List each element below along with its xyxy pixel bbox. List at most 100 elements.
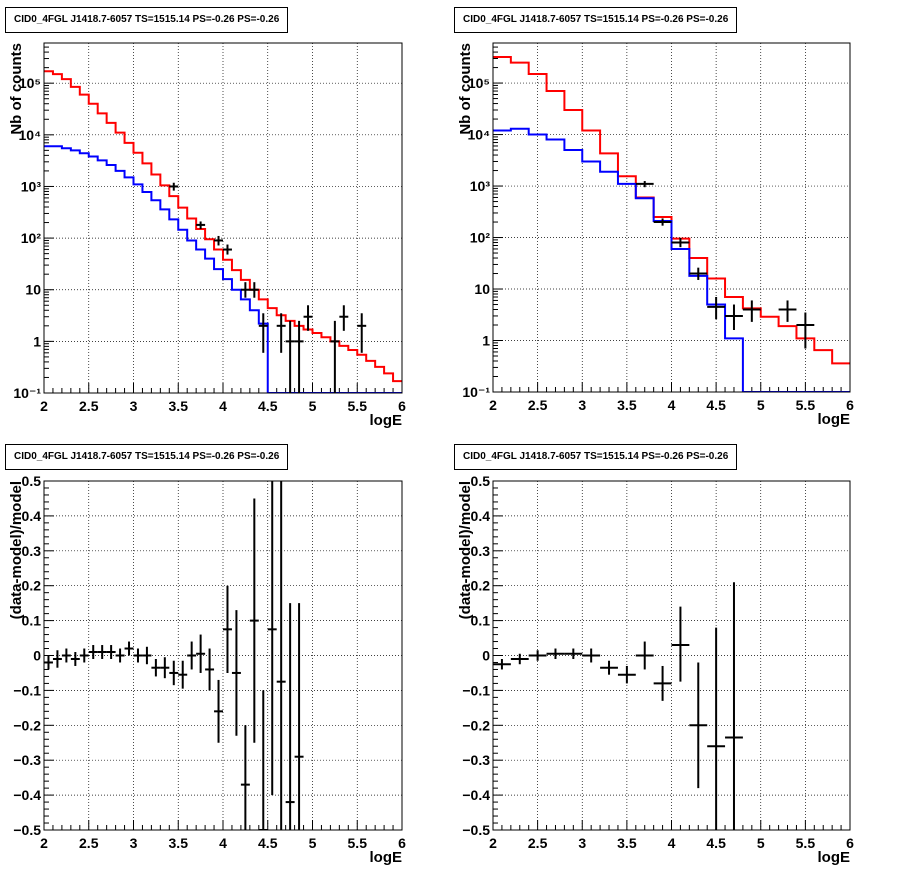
y-axis-title: (data-model)/model xyxy=(8,481,25,619)
x-axis-title: logE xyxy=(370,849,403,866)
y-tick-label: 0.5 xyxy=(471,473,491,489)
data-point xyxy=(169,182,179,191)
series-group xyxy=(493,56,850,392)
data-point xyxy=(671,237,690,248)
x-tick-label: 3.5 xyxy=(169,835,189,851)
y-tick-label: 10⁻¹ xyxy=(462,384,490,400)
chart-title: CID0_4FGL J1418.7-6057 TS=1515.14 PS=-0.… xyxy=(5,7,289,33)
chart-title: CID0_4FGL J1418.7-6057 TS=1515.14 PS=-0.… xyxy=(454,7,738,33)
y-tick-label: 10⁴ xyxy=(468,127,491,143)
plot-frame xyxy=(492,42,851,393)
x-tick-label: 3 xyxy=(130,398,138,414)
data-point xyxy=(142,646,152,665)
x-tick-label: 4.5 xyxy=(258,835,278,851)
y-tick-label: 0.2 xyxy=(471,578,491,594)
data-point xyxy=(707,296,726,320)
points-group xyxy=(493,582,743,830)
data-point xyxy=(52,650,62,668)
y-tick-label: 0.3 xyxy=(471,543,491,559)
chart-title: CID0_4FGL J1418.7-6057 TS=1515.14 PS=-0.… xyxy=(5,444,289,470)
data-point xyxy=(187,641,197,670)
data-point xyxy=(70,652,80,666)
data-point xyxy=(742,300,761,322)
x-tick-label: 3.5 xyxy=(617,835,637,851)
data-point xyxy=(276,313,286,353)
y-tick-label: −0.1 xyxy=(462,682,490,698)
x-tick-label: 3.5 xyxy=(169,398,189,414)
chart-title: CID0_4FGL J1418.7-6057 TS=1515.14 PS=-0.… xyxy=(454,444,738,470)
data-point xyxy=(339,305,349,331)
x-tick-label: 5.5 xyxy=(796,835,816,851)
data-point xyxy=(169,660,179,686)
x-tick-label: 2.5 xyxy=(528,835,548,851)
data-point xyxy=(106,645,116,659)
y-tick-label: 10³ xyxy=(21,178,42,194)
data-point xyxy=(653,218,672,226)
x-tick-label: 4.5 xyxy=(706,397,726,413)
data-point xyxy=(249,498,259,743)
y-tick-label: −0.3 xyxy=(13,752,41,768)
data-point xyxy=(582,648,601,663)
y-tick-label: 0.1 xyxy=(471,613,491,629)
x-tick-label: 2 xyxy=(40,398,48,414)
model-series-0 xyxy=(44,70,402,383)
y-tick-label: 0.5 xyxy=(22,473,42,489)
data-point xyxy=(115,648,125,663)
data-point xyxy=(160,657,170,679)
x-tick-label: 5.5 xyxy=(348,835,368,851)
x-tick-label: 2 xyxy=(489,397,497,413)
data-point xyxy=(635,181,654,188)
model-series-1 xyxy=(44,145,402,393)
data-point xyxy=(258,690,268,830)
x-tick-label: 5 xyxy=(309,398,317,414)
data-point xyxy=(493,658,511,670)
y-tick-label: 1 xyxy=(33,333,41,349)
y-tick-label: 10⁻¹ xyxy=(13,385,41,401)
data-point xyxy=(276,481,286,830)
chart-svg: 2 2.5 3 3.5 4 4.5 5 5.5 6 10⁻¹ 1 10 10² 10³ 10⁴ 10⁵ logE… xyxy=(457,42,854,428)
data-point xyxy=(778,300,797,322)
x-axis-title: logE xyxy=(818,849,851,866)
x-tick-label: 2.5 xyxy=(79,835,99,851)
data-point xyxy=(294,603,304,830)
chart-svg: 2 2.5 3 3.5 4 4.5 5 5.5 6 −0.5 −0.4 −0.3 −0.2 −0.1 0 0.… xyxy=(457,473,854,866)
data-point xyxy=(214,235,223,246)
y-tick-label: 0.4 xyxy=(471,508,491,524)
data-point xyxy=(133,648,143,663)
data-point xyxy=(240,725,250,830)
data-point xyxy=(796,312,815,349)
points-group xyxy=(169,182,367,393)
data-point xyxy=(635,641,654,670)
x-tick-label: 3 xyxy=(578,835,586,851)
x-tick-label: 2.5 xyxy=(79,398,99,414)
data-point xyxy=(689,662,708,789)
y-tick-label: −0.4 xyxy=(462,787,490,803)
data-point xyxy=(214,679,223,743)
data-point xyxy=(285,320,295,393)
y-tick-label: 0.3 xyxy=(22,543,42,559)
data-point xyxy=(151,658,161,677)
data-point xyxy=(196,634,206,673)
x-tick-label: 2 xyxy=(40,835,48,851)
x-tick-label: 4 xyxy=(219,398,227,414)
data-point xyxy=(223,585,232,673)
data-point xyxy=(88,645,98,659)
y-tick-label: −0.2 xyxy=(13,717,41,733)
model-series-1 xyxy=(493,127,850,392)
x-tick-label: 6 xyxy=(398,835,406,851)
y-tick-label: 10⁵ xyxy=(19,75,41,91)
x-tick-label: 4 xyxy=(219,835,227,851)
y-tick-label: 10² xyxy=(21,230,42,246)
y-tick-label: 10² xyxy=(470,230,491,246)
data-point xyxy=(196,221,206,229)
y-tick-label: 0 xyxy=(33,648,41,664)
data-point xyxy=(357,313,367,353)
y-tick-label: −0.1 xyxy=(13,682,41,698)
data-point xyxy=(267,481,277,796)
plot-frame xyxy=(492,480,851,831)
data-point xyxy=(528,650,547,661)
y-tick-label: −0.5 xyxy=(13,822,41,838)
data-point xyxy=(600,660,618,675)
data-point xyxy=(510,653,529,665)
y-tick-label: 10 xyxy=(474,281,490,297)
